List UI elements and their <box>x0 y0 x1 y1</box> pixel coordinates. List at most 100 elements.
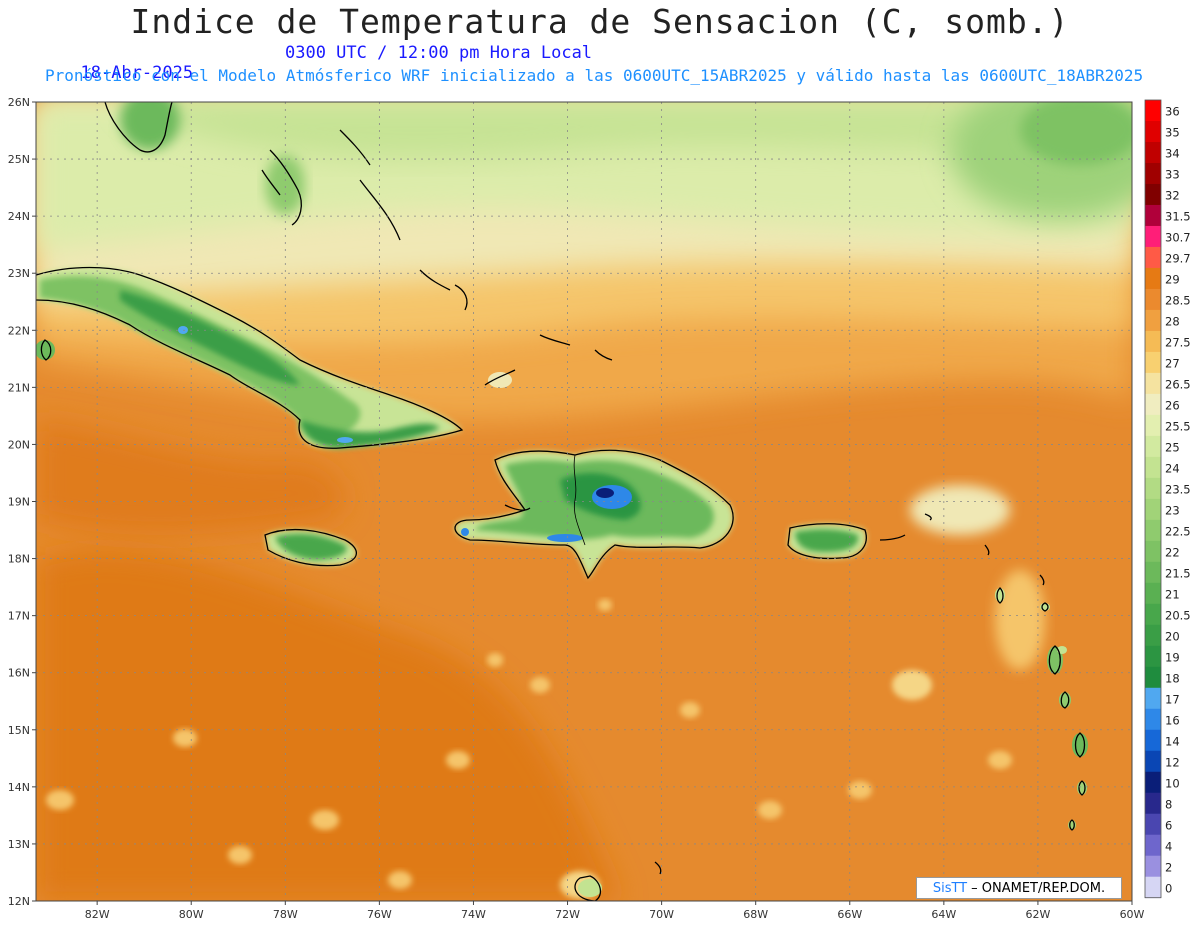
colorbar-label: 10 <box>1165 776 1180 790</box>
colorbar-label: 29.7 <box>1165 252 1191 266</box>
lat-tick-label: 12N <box>8 895 30 908</box>
colorbar-label: 16 <box>1165 714 1180 728</box>
lon-tick-label: 60W <box>1120 908 1145 921</box>
longitude-axis: 82W 80W 78W 76W 74W 72W 70W 68W 66W 64W 62W 60W <box>85 901 1145 921</box>
credit-box: SisTT – ONAMET/REP.DOM. <box>916 877 1122 899</box>
colorbar-label: 35 <box>1165 126 1180 140</box>
colorbar-swatch <box>1145 183 1161 206</box>
colorbar-swatch <box>1145 435 1161 458</box>
colorbar-label: 34 <box>1165 147 1180 161</box>
lat-tick-label: 18N <box>8 553 30 566</box>
lon-tick-label: 72W <box>555 908 580 921</box>
colorbar-swatch <box>1145 792 1161 815</box>
colorbar-label: 27.5 <box>1165 336 1191 350</box>
colorbar-swatch <box>1145 288 1161 311</box>
forecast-date-line: 18-Abr-2025 0300 UTC / 12:00 pm Hora Loc… <box>60 43 592 103</box>
colorbar-label: 30.7 <box>1165 231 1191 245</box>
colorbar-label: 12 <box>1165 756 1180 770</box>
colorbar-swatch <box>1145 750 1161 773</box>
colorbar-frame <box>1144 99 1162 899</box>
lon-tick-label: 62W <box>1025 908 1050 921</box>
colorbar-label: 23.5 <box>1165 483 1191 497</box>
colorbar-swatch <box>1145 666 1161 689</box>
lat-tick-label: 14N <box>8 781 30 794</box>
colorbar-swatch <box>1145 393 1161 416</box>
colorbar-swatch <box>1145 729 1161 752</box>
colorbar-label: 31.5 <box>1165 210 1191 224</box>
colorbar-swatch <box>1145 477 1161 500</box>
colorbar-label: 24 <box>1165 462 1180 476</box>
lat-tick-label: 23N <box>8 267 30 280</box>
model-info-line: Pronóstico con el Modelo Atmósferico WRF… <box>45 66 1144 85</box>
colorbar-swatch <box>1145 561 1161 584</box>
colorbar-label: 21 <box>1165 588 1180 602</box>
colorbar-swatch <box>1145 309 1161 332</box>
lon-tick-label: 80W <box>179 908 204 921</box>
colorbar-label: 17 <box>1165 693 1180 707</box>
colorbar-swatch <box>1145 267 1161 290</box>
latitude-axis: 26N 25N 24N 23N 22N 21N 20N 19N 18N 17N 16N 15N 14N 1… <box>8 96 36 908</box>
colorbar-swatch <box>1145 645 1161 668</box>
temperature-field <box>36 102 1132 901</box>
colorbar-label: 22 <box>1165 546 1180 560</box>
colorbar-swatch <box>1145 582 1161 605</box>
colorbar-label: 25.5 <box>1165 420 1191 434</box>
colorbar-swatch <box>1145 771 1161 794</box>
lat-tick-label: 22N <box>8 324 30 337</box>
colorbar-swatch <box>1145 624 1161 647</box>
colorbar-swatch <box>1145 813 1161 836</box>
map-title: Indice de Temperatura de Sensacion (C, s… <box>130 2 1070 41</box>
colorbar-label: 20.5 <box>1165 609 1191 623</box>
colorbar-label: 20 <box>1165 630 1180 644</box>
colorbar-label: 28 <box>1165 315 1180 329</box>
colorbar-swatch <box>1145 100 1161 122</box>
forecast-time: 0300 UTC / 12:00 pm Hora Local <box>285 43 593 63</box>
gridlines <box>36 102 1132 901</box>
colorbar-swatch <box>1145 876 1161 899</box>
lon-tick-label: 68W <box>743 908 768 921</box>
credit-text: – ONAMET/REP.DOM. <box>971 880 1106 896</box>
colorbar-label: 18 <box>1165 672 1180 686</box>
lon-tick-label: 82W <box>85 908 110 921</box>
colorbar-label: 2 <box>1165 860 1172 874</box>
colorbar-swatch <box>1145 372 1161 395</box>
colorbar-label: 28.5 <box>1165 294 1191 308</box>
lat-tick-label: 13N <box>8 838 30 851</box>
colorbar-swatch <box>1145 708 1161 731</box>
lat-tick-label: 15N <box>8 724 30 737</box>
colorbar-swatch <box>1145 225 1161 248</box>
lat-tick-label: 26N <box>8 96 30 109</box>
lat-tick-label: 17N <box>8 610 30 623</box>
lat-tick-label: 16N <box>8 667 30 680</box>
colorbar-label: 26.5 <box>1165 378 1191 392</box>
colorbar-swatch <box>1145 141 1161 164</box>
colorbar-label: 19 <box>1165 651 1180 665</box>
lat-tick-label: 25N <box>8 153 30 166</box>
lon-tick-label: 70W <box>649 908 674 921</box>
colorbar-label: 0 <box>1165 881 1172 895</box>
colorbar-swatch <box>1145 519 1161 542</box>
colorbar-label: 4 <box>1165 839 1172 853</box>
colorbar-label: 36 <box>1165 105 1180 119</box>
lon-tick-label: 78W <box>273 908 298 921</box>
colorbar-label: 33 <box>1165 168 1180 182</box>
colorbar-label: 22.5 <box>1165 525 1191 539</box>
coastlines <box>36 102 1086 901</box>
sistt-logo: SisTT <box>932 880 968 896</box>
colorbar-label: 21.5 <box>1165 567 1191 581</box>
colorbar-label: 14 <box>1165 735 1180 749</box>
colorbar-label: 26 <box>1165 399 1180 413</box>
colorbar-swatch <box>1145 351 1161 374</box>
forecast-date: 18-Abr-2025 <box>80 63 194 83</box>
colorbar-label: 8 <box>1165 797 1172 811</box>
colorbar-label: 25 <box>1165 441 1180 455</box>
colorbar-swatch <box>1145 456 1161 479</box>
colorbar-swatch <box>1145 162 1161 185</box>
colorbar-swatch <box>1145 834 1161 857</box>
colorbar-label: 6 <box>1165 818 1172 832</box>
lon-tick-label: 66W <box>837 908 862 921</box>
lat-tick-label: 20N <box>8 438 30 451</box>
colorbar-label: 23 <box>1165 504 1180 518</box>
colorbar-swatch <box>1145 330 1161 353</box>
